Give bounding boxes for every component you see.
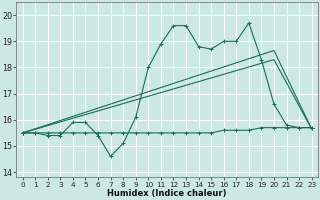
X-axis label: Humidex (Indice chaleur): Humidex (Indice chaleur) xyxy=(108,189,227,198)
